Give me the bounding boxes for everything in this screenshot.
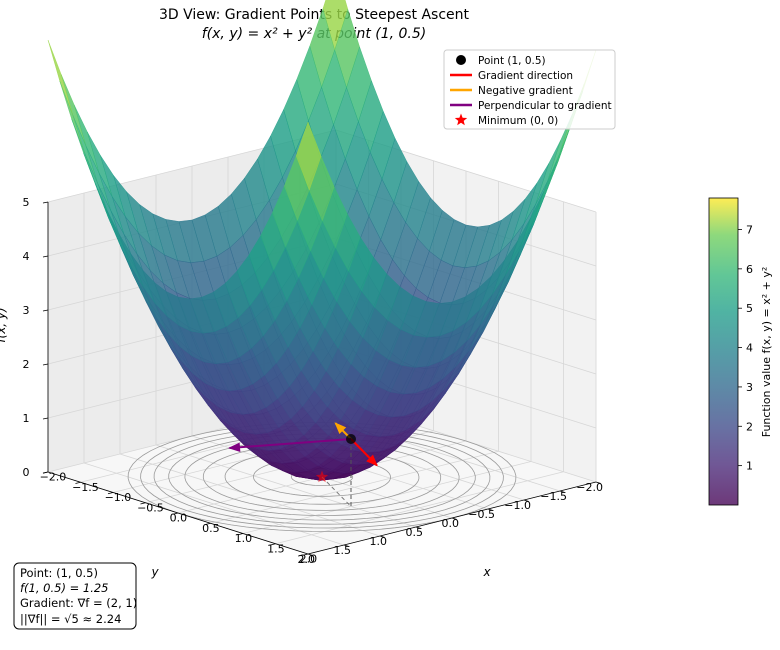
surface-facet xyxy=(60,74,87,147)
y-tick-label: 0.0 xyxy=(442,517,460,530)
contour-ring xyxy=(127,422,517,532)
x-axis-label: x xyxy=(482,565,491,579)
colorbar-label: Function value f(x, y) = x² + y² xyxy=(760,267,773,438)
z-axis-label: f(x, y) xyxy=(0,307,8,342)
surface-facet xyxy=(47,39,74,116)
y-tick xyxy=(415,526,421,529)
y-tick xyxy=(559,490,565,493)
x-tick-label: 0.0 xyxy=(170,512,188,525)
x-tick xyxy=(302,553,309,556)
z-tick xyxy=(42,201,49,204)
z-tick xyxy=(42,471,49,474)
surface-plot xyxy=(47,0,597,481)
z-tick xyxy=(42,255,49,258)
colorbar-tick-label: 5 xyxy=(746,302,753,315)
x-tick xyxy=(237,533,244,536)
chart-title: 3D View: Gradient Points to Steepest Asc… xyxy=(159,7,470,23)
legend-label: Perpendicular to gradient xyxy=(478,100,612,112)
y-tick xyxy=(595,481,601,484)
legend-marker-star xyxy=(454,113,468,126)
x-tick xyxy=(205,522,211,525)
y-tick xyxy=(487,508,493,511)
x-tick xyxy=(270,543,276,546)
y-tick-label: 1.5 xyxy=(334,544,352,557)
y-tick-label: −0.5 xyxy=(468,508,495,521)
colorbar: 1 2 3 4 5 6 7 Function value f(x, y) = x² + y² xyxy=(708,197,773,506)
colorbar-tick-label: 3 xyxy=(746,381,753,394)
contour-ring xyxy=(202,443,442,511)
info-value: f(1, 0.5) = 1.25 xyxy=(20,581,109,595)
info-gradient: Gradient: ∇f = (2, 1) xyxy=(20,596,137,610)
contour-ring xyxy=(153,429,491,525)
surface-facet xyxy=(59,81,85,154)
perpendicular-arrow-head xyxy=(228,442,241,453)
x-tick-label: 1.5 xyxy=(267,542,285,555)
z-tick xyxy=(42,309,49,312)
surface-facet xyxy=(535,140,561,205)
info-magnitude: ||∇f|| = √5 ≈ 2.24 xyxy=(20,612,121,626)
x-tick-label: −1.5 xyxy=(72,481,99,494)
x-tick-label: 0.5 xyxy=(202,522,220,535)
y-tick-label: −2.0 xyxy=(576,481,603,494)
z-tick-label: 4 xyxy=(23,250,30,263)
colorbar-tick-label: 4 xyxy=(746,342,753,355)
colorbar-tick-label: 1 xyxy=(746,460,753,473)
legend-label: Minimum (0, 0) xyxy=(478,115,558,127)
x-tick-label: 1.0 xyxy=(235,532,253,545)
z-tick-label: 5 xyxy=(23,196,30,209)
y-tick xyxy=(451,517,457,520)
x-tick-label: −1.0 xyxy=(105,491,132,504)
legend-label: Point (1, 0.5) xyxy=(478,55,546,67)
gradient-vectors xyxy=(228,422,378,507)
contour-ring xyxy=(224,449,420,505)
y-tick xyxy=(379,535,385,538)
z-tick-label: 3 xyxy=(23,304,30,317)
y-axis-label: y xyxy=(150,565,159,579)
y-tick-label: 1.0 xyxy=(370,535,388,548)
x-tick xyxy=(172,512,179,515)
y-tick xyxy=(307,553,313,556)
x-tick xyxy=(140,502,146,505)
x-tick xyxy=(75,481,81,484)
legend-marker-point xyxy=(456,55,466,65)
minimum-marker xyxy=(315,470,329,483)
surface-facet xyxy=(295,121,322,191)
point-marker xyxy=(346,434,356,444)
info-point: Point: (1, 0.5) xyxy=(20,566,98,580)
surface-facet xyxy=(74,104,100,174)
axis-ticks: −2.0−1.5−1.0−0.50.00.51.01.52.0−2.0−1.5−… xyxy=(23,196,604,566)
x-tick-label: 2.0 xyxy=(300,553,318,566)
z-tick-label: 2 xyxy=(23,358,30,371)
legend-label: Gradient direction xyxy=(478,70,573,82)
colorbar-tick-label: 6 xyxy=(746,263,753,276)
colorbar-tick-label: 7 xyxy=(746,223,753,236)
contour-ring xyxy=(140,425,504,529)
perpendicular-arrow xyxy=(229,438,352,450)
colorbar-gradient xyxy=(708,197,739,506)
z-tick-label: 0 xyxy=(23,466,30,479)
legend-label: Negative gradient xyxy=(478,85,573,97)
gradient-arrow-head xyxy=(366,454,378,467)
z-tick-label: 1 xyxy=(23,412,30,425)
y-tick xyxy=(523,499,529,502)
x-tick xyxy=(107,492,114,495)
y-tick-label: 0.5 xyxy=(406,526,424,539)
colorbar-tick-label: 2 xyxy=(746,420,753,433)
z-tick xyxy=(42,363,49,366)
contour-ring xyxy=(168,433,476,521)
y-tick-label: 2.0 xyxy=(298,553,316,566)
legend: Point (1, 0.5) Gradient direction Negative… xyxy=(443,49,616,130)
y-tick-label: −1.0 xyxy=(504,499,531,512)
x-tick-label: −0.5 xyxy=(137,501,164,514)
z-tick xyxy=(42,417,49,420)
negative-gradient-arrow-head xyxy=(334,422,347,434)
y-tick xyxy=(343,544,349,547)
info-box: Point: (1, 0.5) f(1, 0.5) = 1.25 Gradien… xyxy=(13,562,137,630)
contour-rings xyxy=(127,422,517,532)
y-tick-label: −1.5 xyxy=(540,490,567,503)
x-tick-label: −2.0 xyxy=(40,471,67,484)
